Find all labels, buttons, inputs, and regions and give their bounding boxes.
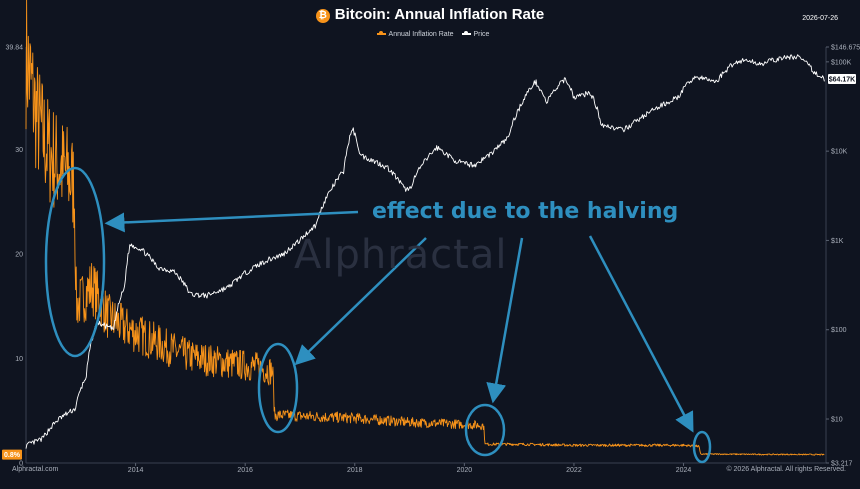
- halving-circle: [44, 166, 106, 358]
- chart-title-text: Bitcoin: Annual Inflation Rate: [334, 6, 545, 23]
- left-tick-label: 0: [19, 461, 23, 468]
- x-tick-label: 2016: [237, 467, 253, 474]
- halving-circle: [692, 430, 712, 464]
- series-line-price: [25, 54, 825, 449]
- current-inflation-badge: [2, 449, 22, 460]
- right-tick-label: $100K: [831, 59, 852, 66]
- footer-right: © 2026 Alphractal. All rights Reserved.: [726, 466, 846, 473]
- left-tick-label: 30: [15, 147, 23, 154]
- right-tick-label: $10: [831, 417, 843, 424]
- current-inflation-label: 0.8%: [4, 452, 21, 459]
- series-layer: [25, 0, 825, 456]
- series-line-inflation: [25, 0, 825, 456]
- x-tick-label: 2022: [566, 467, 582, 474]
- watermark: Alphractal: [294, 232, 508, 278]
- x-tick-label: 2024: [676, 467, 692, 474]
- halving-arrow: [588, 235, 694, 433]
- x-tick-label: 2018: [347, 467, 363, 474]
- label-layer: 0.8% $64.17K: [2, 74, 856, 460]
- current-price-badge: [828, 74, 856, 85]
- legend-label-price[interactable]: Price: [473, 31, 490, 38]
- halving-arrow: [294, 237, 427, 366]
- legend-swatch-inflation: [376, 31, 386, 36]
- legend-label-inflation[interactable]: Annual Inflation Rate: [388, 31, 454, 38]
- annotation-text: effect due to the halving: [372, 199, 679, 224]
- x-tick-label: 2020: [457, 467, 473, 474]
- bitcoin-icon: ₿: [315, 9, 330, 23]
- axis-layer: 0 10 20 30 39.84 $3.217 $10 $100 $1K $10K $100K $14…: [5, 45, 860, 475]
- date-label: 2026-07-26: [802, 15, 838, 22]
- left-tick-label: 39.84: [5, 45, 23, 52]
- annotation-layer: [44, 166, 712, 464]
- right-tick-label: $146.6756: [831, 45, 860, 52]
- right-tick-label: $3.217: [831, 461, 853, 468]
- right-tick-label: $100: [831, 327, 847, 334]
- chart-title: ₿ Bitcoin: Annual Inflation Rate: [0, 6, 860, 23]
- right-tick-label: $1K: [831, 238, 844, 245]
- legend: Annual Inflation Rate Price: [0, 31, 860, 38]
- halving-circle: [464, 403, 506, 457]
- footer-left[interactable]: Alphractal.com: [12, 466, 59, 473]
- left-tick-label: 10: [15, 356, 23, 363]
- halving-arrow: [104, 210, 359, 233]
- right-tick-label: $10K: [831, 149, 848, 156]
- halving-circle: [257, 342, 299, 434]
- current-price-label: $64.17K: [829, 77, 855, 84]
- halving-arrow: [486, 237, 524, 404]
- x-tick-label: 2014: [128, 467, 144, 474]
- legend-swatch-price: [461, 31, 471, 36]
- left-tick-label: 20: [15, 252, 23, 259]
